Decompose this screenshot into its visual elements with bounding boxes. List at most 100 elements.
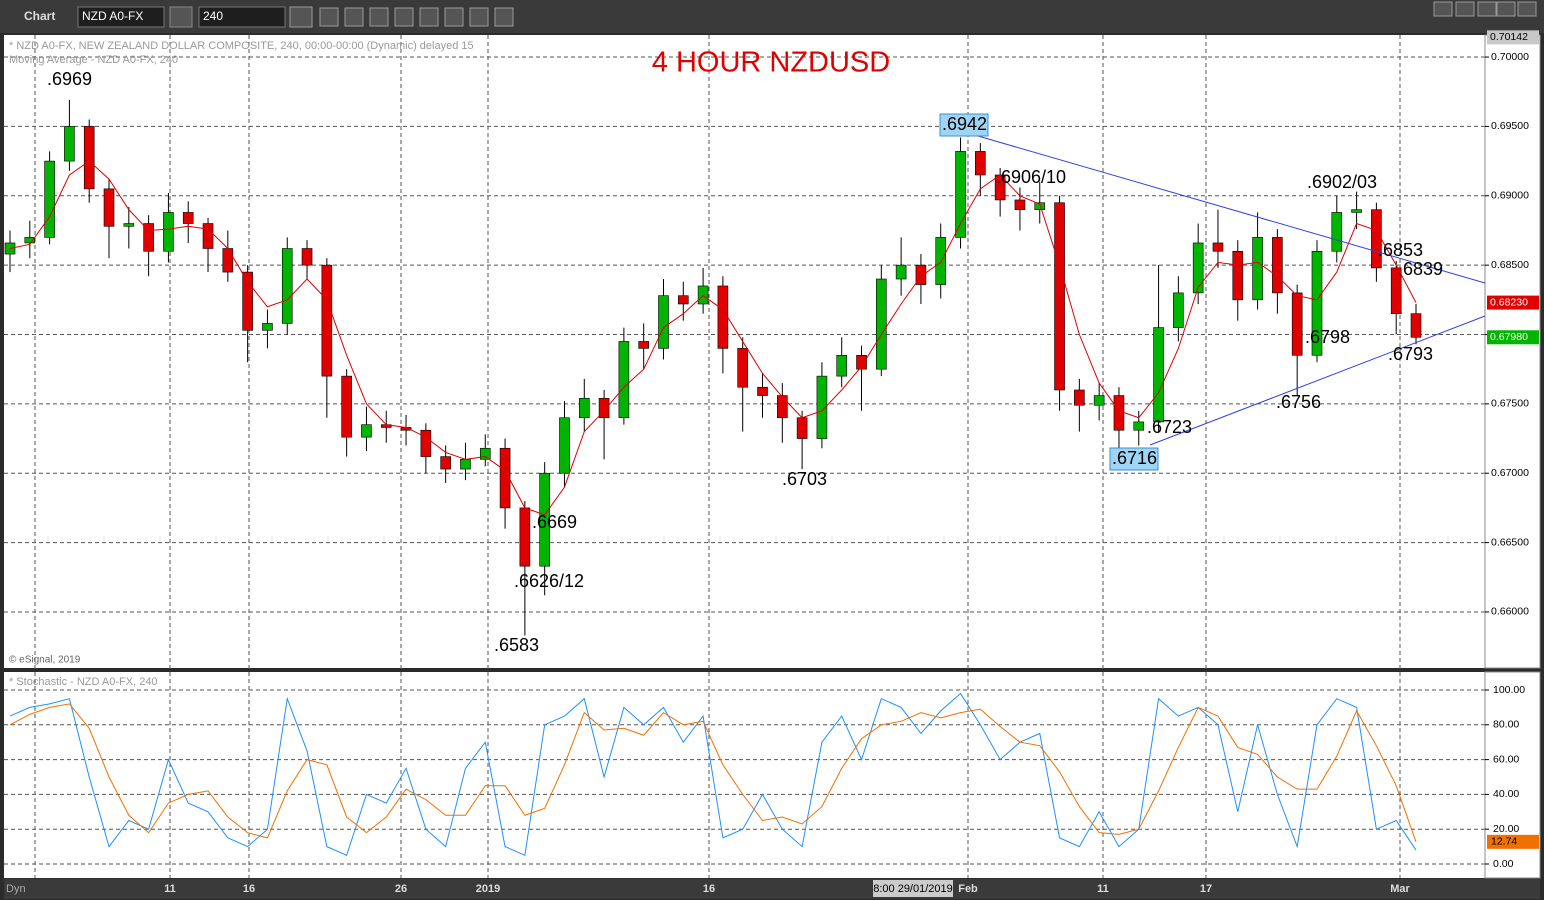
draw-button[interactable]: [319, 7, 339, 27]
y-tick-label: 40.00: [1493, 788, 1519, 800]
x-tick-label: 16: [703, 883, 715, 895]
candle-body: [1054, 202, 1065, 391]
candle-body: [1390, 267, 1402, 314]
facebook-button[interactable]: [494, 7, 514, 27]
annotation: .6839: [1398, 259, 1443, 279]
stochastic-label: 12.74: [1491, 836, 1517, 848]
candle-body: [519, 507, 531, 567]
price-label: 0.68230: [1490, 296, 1528, 308]
y-tick-label: 0.68500: [1491, 259, 1529, 271]
candle-body: [876, 278, 887, 370]
line-button[interactable]: [344, 7, 364, 27]
candle-body: [499, 447, 511, 509]
candle-body: [262, 323, 273, 331]
upper-trendline: [977, 135, 1486, 284]
price-label: 0.67980: [1490, 331, 1528, 343]
restore-button[interactable]: [1496, 1, 1516, 17]
candle-body: [123, 223, 135, 227]
x-tick-label: Feb: [958, 883, 978, 895]
price-label-box: [1487, 30, 1539, 45]
annotation: .6902/03: [1307, 172, 1377, 192]
candle-body: [1173, 292, 1184, 328]
candle-body: [202, 223, 214, 249]
y-tick-label: 0.00: [1493, 858, 1514, 870]
y-tick-label: 60.00: [1493, 753, 1519, 765]
candle-body: [1351, 209, 1362, 213]
price-label: 0.70142: [1490, 31, 1528, 43]
candle-body: [975, 151, 986, 176]
shrink-button[interactable]: [1477, 1, 1497, 17]
annotation: .6942: [942, 114, 987, 134]
y-tick-label: 0.67000: [1491, 467, 1529, 479]
chat-button[interactable]: [444, 7, 464, 27]
annotation: .6703: [782, 469, 827, 489]
candle-body: [618, 341, 630, 419]
candle-body: [1192, 242, 1204, 294]
candle-body: [1074, 389, 1085, 406]
candle-body: [1410, 313, 1422, 338]
link-button[interactable]: [419, 7, 439, 27]
candle-body: [341, 375, 352, 438]
candle-body: [935, 237, 947, 285]
price-label-box: [1487, 295, 1539, 310]
x-tick-label: 11: [164, 883, 176, 895]
candle-body: [796, 417, 808, 439]
y-tick-label: 0.70000: [1491, 51, 1529, 63]
y-tick-label: 0.69500: [1491, 120, 1529, 132]
annotation: .6669: [532, 512, 577, 532]
crosshair-label: 8:00 29/01/2019: [873, 883, 953, 895]
candle-body: [598, 398, 610, 419]
y-tick-label: 0.66000: [1491, 606, 1529, 618]
candle-body: [737, 348, 749, 388]
candle-body: [559, 417, 570, 474]
alert-button[interactable]: [394, 7, 414, 27]
y-tick-label: 0.66500: [1491, 536, 1529, 548]
copyright: © eSignal, 2019: [9, 655, 81, 666]
twitter-button[interactable]: [469, 7, 489, 27]
clock-button[interactable]: [289, 6, 313, 28]
annotation: .6723: [1147, 417, 1192, 437]
interval[interactable]: 240: [203, 9, 223, 23]
candle-body: [697, 285, 709, 305]
candle-body: [757, 386, 768, 396]
series-info: * NZD A0-FX, NEW ZEALAND DOLLAR COMPOSIT…: [9, 40, 474, 52]
candle-body: [420, 429, 432, 457]
settings-button[interactable]: [169, 6, 193, 28]
x-tick-label: 17: [1200, 883, 1212, 895]
y-tick-label: 80.00: [1493, 719, 1519, 731]
moving-average: [9, 160, 1417, 516]
x-tick-label: 11: [1097, 883, 1109, 895]
candle-body: [44, 160, 55, 238]
app-label: Chart: [24, 9, 55, 23]
tool-buttons: [289, 1, 1537, 28]
help-button[interactable]: [1433, 1, 1453, 17]
y-tick-label: 20.00: [1493, 823, 1519, 835]
annotation: .6906/10: [996, 167, 1066, 187]
interval-box[interactable]: [198, 6, 286, 28]
crosshair-box: [873, 880, 953, 897]
candle-body: [1113, 395, 1125, 431]
close-button[interactable]: [1517, 1, 1537, 17]
play-button[interactable]: [369, 7, 389, 27]
candle-body: [1133, 421, 1145, 431]
candle-body: [856, 355, 867, 370]
annotation-box: [939, 113, 989, 137]
symbol[interactable]: NZD A0-FX: [82, 9, 143, 23]
symbol-box[interactable]: [77, 6, 165, 28]
chart-title: 4 HOUR NZDUSD: [652, 47, 890, 79]
x-tick-label: 26: [395, 883, 407, 895]
candle-body: [1311, 250, 1323, 356]
candle-body: [321, 264, 333, 377]
candle-body: [143, 223, 154, 252]
annotation: .6756: [1276, 392, 1321, 412]
candle-body: [1291, 292, 1303, 356]
annotation-box: [1109, 447, 1159, 471]
time-axis: [4, 879, 1540, 899]
candle-body: [361, 424, 372, 438]
annotation: .6583: [494, 635, 539, 655]
minimize-button[interactable]: [1455, 1, 1475, 17]
stochastic-panel: [4, 672, 1485, 878]
candle-body: [717, 285, 729, 349]
price-axis: [1484, 34, 1541, 669]
